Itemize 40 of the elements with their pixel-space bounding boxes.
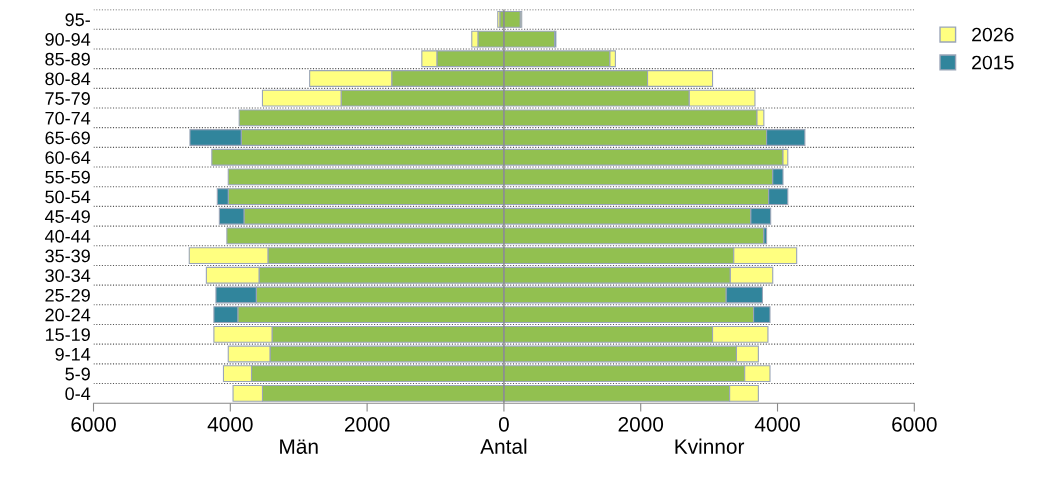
x-tick-label: 4000 [754,416,800,432]
y-tick-label: 45-49 [44,210,90,223]
x-tick-label: 4000 [207,416,253,432]
y-tick-label: 5-9 [65,367,90,381]
y-tick-label: 85-89 [45,52,90,66]
x-tick-label: 6000 [892,416,937,432]
x-tick-label: 2000 [344,416,390,432]
x-tick-label: 2000 [618,416,664,432]
legend-label: 2015 [972,55,1014,70]
y-tick-label: 80-84 [45,72,91,86]
bar [226,227,505,245]
y-tick-label: 20-24 [45,308,91,322]
text: Män [280,439,318,454]
y-tick-label: 70-74 [45,111,91,125]
legend-label: 2026 [972,27,1014,42]
bar [503,30,556,48]
x-tick-label: 0 [498,416,509,432]
y-tick-label: 65-69 [45,131,90,145]
y-tick-label: 9-14 [55,347,91,361]
bar [497,11,501,28]
bar [227,168,505,186]
y-tick-label: 40-44 [44,229,91,243]
y-tick-label: 55-59 [45,170,90,184]
text: Kvinnor [675,438,745,454]
bar [238,109,505,127]
y-tick-label: 30-34 [45,269,91,282]
y-tick-label: 50-54 [45,190,91,204]
x-axis-title: Antal [480,438,527,454]
y-tick-label: 35-39 [45,249,90,263]
y-tick-label: 15-19 [45,328,90,342]
bar [211,148,505,166]
bar [503,227,765,245]
y-tick-label: 75-79 [45,92,90,105]
y-tick-label: 0-4 [65,387,91,401]
y-tick-label: 25-29 [45,288,90,302]
x-tick-label: 6000 [71,416,116,432]
y-tick-label: 95- [65,13,90,27]
bar [503,148,784,166]
y-tick-label: 60-64 [45,151,91,164]
y-tick-label: 90-94 [45,33,91,46]
